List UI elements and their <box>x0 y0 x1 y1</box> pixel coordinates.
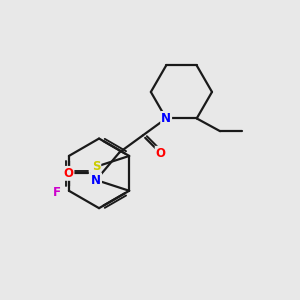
Text: N: N <box>91 173 101 187</box>
Text: O: O <box>156 147 166 160</box>
Text: F: F <box>53 186 61 200</box>
Text: S: S <box>92 160 100 173</box>
Text: O: O <box>64 167 74 180</box>
Text: N: N <box>161 112 171 125</box>
